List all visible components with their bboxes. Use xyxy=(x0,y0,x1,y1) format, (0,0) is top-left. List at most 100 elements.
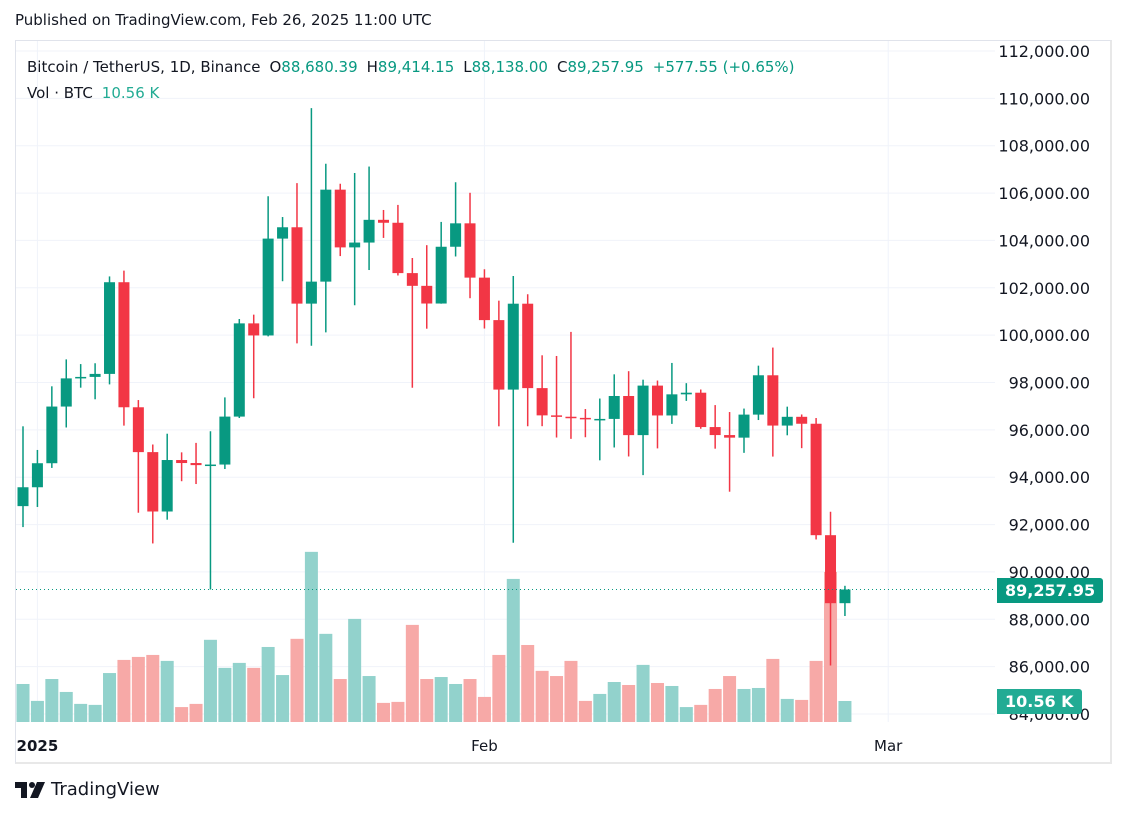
candle-body[interactable] xyxy=(493,320,505,390)
candle-body[interactable] xyxy=(450,223,462,247)
volume-bar xyxy=(261,646,275,722)
low-label: L xyxy=(463,58,472,76)
symbol-label[interactable]: Bitcoin / TetherUS, 1D, Binance xyxy=(27,58,261,76)
volume-bar xyxy=(290,638,304,722)
candle-body[interactable] xyxy=(291,227,303,304)
volume-bar xyxy=(146,654,160,722)
candle-body[interactable] xyxy=(695,392,707,428)
price-tick-label: 98,000.00 xyxy=(1009,374,1090,393)
candle-body[interactable] xyxy=(536,388,548,416)
candle-body[interactable] xyxy=(17,487,29,507)
candle-body[interactable] xyxy=(118,282,130,408)
candle-body[interactable] xyxy=(147,452,159,512)
volume-bar xyxy=(175,707,189,722)
candle-body[interactable] xyxy=(31,463,43,488)
price-tick-label: 110,000.00 xyxy=(998,89,1090,108)
ohlc-row: Bitcoin / TetherUS, 1D, Binance O88,680.3… xyxy=(27,54,795,80)
volume-bar xyxy=(189,703,203,722)
volume-bar xyxy=(679,707,693,722)
candle-body[interactable] xyxy=(666,394,678,416)
candle-body[interactable] xyxy=(594,418,606,421)
candle-body[interactable] xyxy=(825,535,837,604)
volume-row: Vol · BTC 10.56 K xyxy=(27,80,795,106)
candle-body[interactable] xyxy=(277,227,289,239)
chart-frame xyxy=(15,40,1112,764)
volume-bar xyxy=(593,693,607,722)
low-value: 88,138.00 xyxy=(471,58,548,76)
volume-bar xyxy=(636,664,650,722)
candle-body[interactable] xyxy=(75,376,87,379)
volume-bar xyxy=(333,679,347,722)
candle-body[interactable] xyxy=(233,323,245,417)
volume-tag: 10.56 K xyxy=(997,689,1082,714)
price-tick-label: 102,000.00 xyxy=(998,279,1090,298)
volume-bar xyxy=(795,699,809,722)
volume-label[interactable]: Vol · BTC xyxy=(27,84,93,102)
candle-body[interactable] xyxy=(392,222,404,274)
candle-body[interactable] xyxy=(378,219,389,223)
candle-body[interactable] xyxy=(262,238,274,336)
candle-body[interactable] xyxy=(767,375,779,426)
candle-body[interactable] xyxy=(724,435,736,438)
candle-body[interactable] xyxy=(190,463,202,466)
candle-body[interactable] xyxy=(161,460,173,512)
candles xyxy=(17,108,851,666)
volume-bar xyxy=(276,675,290,722)
candle-body[interactable] xyxy=(334,189,346,248)
volume-bar xyxy=(694,704,708,722)
candle-body[interactable] xyxy=(363,219,375,243)
candle-body[interactable] xyxy=(46,406,58,464)
volume-bars xyxy=(16,551,852,722)
candle-body[interactable] xyxy=(623,395,635,436)
candle-body[interactable] xyxy=(349,242,361,248)
candle-body[interactable] xyxy=(89,373,101,377)
candle-body[interactable] xyxy=(507,303,519,390)
candle-body[interactable] xyxy=(435,246,447,304)
volume-bar xyxy=(59,691,73,722)
candle-body[interactable] xyxy=(781,416,793,426)
candle-body[interactable] xyxy=(406,273,418,286)
volume-bar xyxy=(319,633,333,722)
candle-body[interactable] xyxy=(839,589,851,604)
candle-body[interactable] xyxy=(464,223,476,278)
volume-bar xyxy=(737,688,751,722)
candle-body[interactable] xyxy=(680,392,692,395)
candle-body[interactable] xyxy=(219,416,231,465)
candle-body[interactable] xyxy=(738,414,750,438)
volume-bar xyxy=(607,682,621,722)
candle-body[interactable] xyxy=(478,277,490,321)
time-tick-label: 2025 xyxy=(17,737,59,755)
volume-bar xyxy=(348,618,362,722)
candle-body[interactable] xyxy=(810,423,822,536)
candle-body[interactable] xyxy=(104,282,116,374)
volume-bar xyxy=(492,654,506,722)
price-tick-label: 112,000.00 xyxy=(998,42,1090,61)
candle-body[interactable] xyxy=(204,464,216,467)
candle-body[interactable] xyxy=(305,281,317,304)
candle-body[interactable] xyxy=(551,415,563,417)
candle-body[interactable] xyxy=(522,303,534,389)
volume-bar xyxy=(203,639,217,722)
volume-bar xyxy=(809,660,823,722)
candle-body[interactable] xyxy=(565,416,577,419)
candle-body[interactable] xyxy=(752,375,764,415)
tradingview-logo[interactable]: TradingView xyxy=(15,779,160,800)
candle-body[interactable] xyxy=(132,407,144,453)
candle-body[interactable] xyxy=(421,285,433,304)
time-tick-label: Feb xyxy=(471,737,498,755)
candle-body[interactable] xyxy=(60,378,72,407)
volume-bar xyxy=(434,677,448,722)
candle-body[interactable] xyxy=(796,416,808,424)
candle-body[interactable] xyxy=(176,460,188,464)
volume-bar xyxy=(751,687,765,722)
candle-body[interactable] xyxy=(709,427,721,436)
candle-body[interactable] xyxy=(608,395,620,419)
candle-body[interactable] xyxy=(248,323,260,336)
candle-body[interactable] xyxy=(651,385,663,416)
price-tick-label: 92,000.00 xyxy=(1009,516,1090,535)
candle-body[interactable] xyxy=(579,417,591,420)
candle-body[interactable] xyxy=(637,385,649,436)
candle-body[interactable] xyxy=(320,189,332,282)
volume-bar xyxy=(218,667,232,722)
